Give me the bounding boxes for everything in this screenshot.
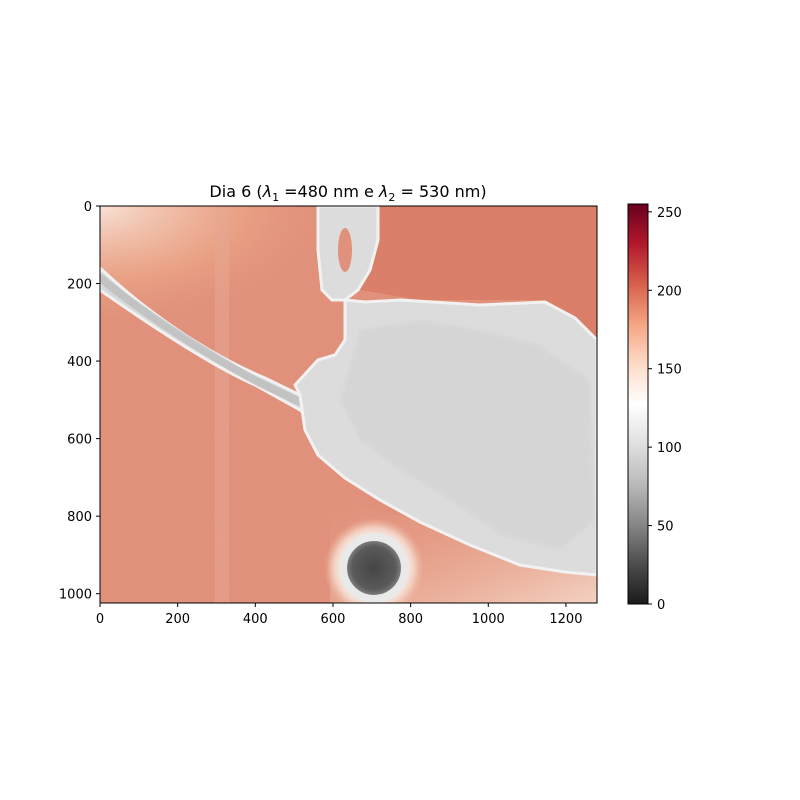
- heatmap-image: [100, 206, 597, 603]
- x-tick-label: 600: [321, 612, 346, 627]
- y-tick-label: 200: [67, 278, 92, 293]
- x-axis-ticks: 0 200 400 600 800 1000 1200: [96, 603, 582, 627]
- colorbar: [627, 203, 649, 605]
- chart-title: Dia 6 (λ1 =480 nm e λ2 = 530 nm): [209, 182, 486, 204]
- colorbar-ticks: 0 50 100 150 200 250: [648, 206, 682, 613]
- y-tick-label: 1000: [59, 588, 92, 603]
- x-tick-label: 0: [96, 612, 104, 627]
- colorbar-tick-label: 200: [657, 284, 682, 299]
- colorbar-tick-label: 0: [657, 598, 665, 613]
- y-tick-label: 600: [67, 433, 92, 448]
- colorbar-tick-label: 150: [657, 363, 682, 378]
- x-tick-label: 1000: [472, 612, 505, 627]
- x-tick-label: 800: [398, 612, 423, 627]
- colorbar-tick-label: 250: [657, 206, 682, 221]
- noise-overlay: [100, 206, 597, 603]
- x-tick-label: 1200: [549, 612, 582, 627]
- y-tick-label: 800: [67, 510, 92, 525]
- axes-frame: [99, 205, 598, 604]
- y-tick-label: 400: [67, 355, 92, 370]
- y-tick-label: 0: [84, 200, 92, 215]
- colorbar-tick-label: 50: [657, 520, 674, 535]
- x-tick-label: 200: [165, 612, 190, 627]
- x-tick-label: 400: [243, 612, 268, 627]
- y-axis-ticks: 0 200 400 600 800 1000: [59, 200, 100, 603]
- colorbar-tick-label: 100: [657, 441, 682, 456]
